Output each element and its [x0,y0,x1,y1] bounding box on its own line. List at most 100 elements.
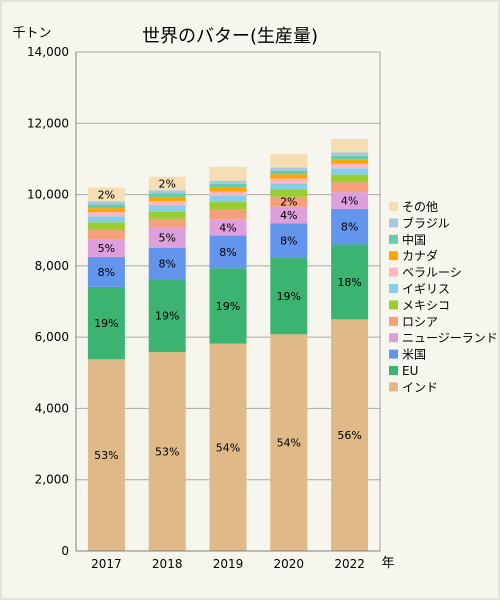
data-label: 8% [341,221,358,234]
legend-label: インド [402,380,438,394]
legend-swatch [389,366,398,375]
legend-label: ブラジル [402,215,450,230]
bar-segment [331,174,369,183]
bar-segment [270,174,308,179]
bar-segment [270,170,308,175]
data-label: 53% [94,449,118,462]
x-tick-label: 2017 [91,557,122,571]
data-label: 8% [280,235,297,248]
chart-title: 世界のバター(生産量) [142,26,318,47]
legend-label: 中国 [402,232,426,247]
legend-label: その他 [402,200,438,214]
bar-segment [148,176,186,191]
bar-segment [87,216,125,223]
legend-label: メキシコ [402,298,450,312]
legend-label: イギリス [402,282,450,296]
bar-segment [209,235,247,269]
bar-segment [209,343,247,551]
bar-segment [87,229,125,240]
legend-swatch [389,251,398,261]
bar-segment [148,352,186,551]
legend-label: ベラルーシ [402,266,462,280]
data-label: 54% [216,441,240,454]
bar-segment [270,334,308,551]
y-tick-label: 6,000 [35,330,69,344]
legend-swatch [389,284,398,293]
bar-segment [270,178,308,184]
legend-label: ロシア [402,315,438,329]
bar-segment [87,286,125,360]
data-label: 8% [219,246,236,259]
bar-segment [270,258,308,335]
bar-segment [331,208,369,245]
legend-swatch [389,382,398,392]
x-tick-label: 2022 [334,557,365,571]
data-label: 2% [98,188,115,201]
bar-segment [148,247,186,280]
bar-segment [87,222,125,230]
y-tick-label: 2,000 [35,473,69,487]
data-label: 18% [337,276,361,289]
bar-segment [148,205,186,212]
data-label: 5% [98,242,115,255]
y-tick-label: 0 [61,544,69,558]
x-tick-label: 2020 [274,557,305,571]
legend-label: カナダ [402,248,438,263]
bar-segment [87,187,125,202]
bars: 53% 19% 8% 5% 2% 53% 19% 8% 5% 2% 54% 19% 8% 4% 54% 19%… [87,138,369,551]
bar-segment [331,319,369,551]
legend-label: 米国 [402,348,426,362]
bar-segment [331,192,369,209]
bar-segment [87,201,125,205]
data-label: 8% [158,257,175,270]
bar-segment [331,152,369,156]
data-label: 19% [94,317,118,330]
legend-swatch [389,218,398,228]
bar-segment [148,200,186,206]
legend-label: EU [402,364,418,378]
bar-segment [270,183,308,190]
data-label: 8% [98,266,115,279]
x-tick-label: 2019 [213,557,244,571]
bar-segment [331,159,369,164]
bar-segment [209,202,247,210]
bar-segment [148,211,186,219]
legend-swatch [389,202,398,211]
bar-segment [87,239,125,257]
bar-segment [270,153,308,168]
legend-swatch [389,267,398,277]
bar-segment [87,256,125,287]
bar-segment [209,219,247,236]
bar-segment [331,138,369,153]
bar-segment [270,196,308,207]
data-label: 5% [158,232,175,245]
legend-label: ニュージーランド [402,331,498,345]
bar-segment [87,212,125,217]
data-label: 19% [277,290,301,303]
bar-segment [209,183,247,188]
bar-segment [270,223,308,259]
bar-segment [331,155,369,160]
legend-swatch [389,333,398,343]
y-tick-label: 8,000 [35,259,69,273]
bar-segment [209,166,247,181]
data-label: 4% [341,194,358,207]
bar-segment [148,190,186,194]
bar-segment [331,163,369,169]
data-label: 2% [280,196,297,209]
data-label: 54% [277,437,301,450]
y-axis-unit-label: 千トン [12,26,51,41]
legend-swatch [389,300,398,310]
bar-segment [331,244,369,320]
data-label: 19% [155,310,179,323]
legend-swatch [389,316,398,326]
data-label: 4% [219,221,236,234]
bar-segment [148,279,186,353]
y-tick-label: 4,000 [35,401,69,415]
axes: 0 2,000 4,000 6,000 8,000 10,000 12,000 14,000 2… [27,45,380,571]
bar-segment [209,180,247,184]
bar-segment [270,206,308,224]
